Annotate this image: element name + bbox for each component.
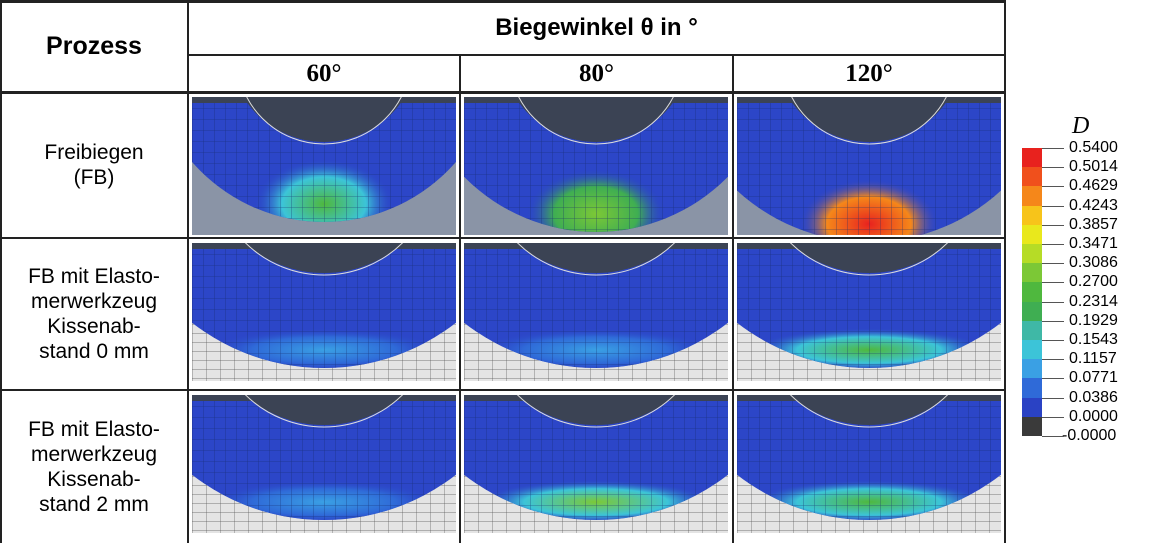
simulation-image bbox=[464, 243, 728, 381]
legend-label: 0.3857 bbox=[1069, 217, 1118, 233]
simulation-image bbox=[192, 243, 456, 381]
simulation-image bbox=[192, 97, 456, 235]
legend-label: 0.3086 bbox=[1069, 255, 1118, 271]
legend-swatch bbox=[1022, 417, 1042, 436]
legend-swatch bbox=[1022, 302, 1042, 321]
legend-tick bbox=[1042, 282, 1064, 283]
legend-tick bbox=[1042, 302, 1064, 303]
legend-label: 0.4629 bbox=[1069, 178, 1118, 194]
rule bbox=[1004, 0, 1006, 543]
legend-label: 0.1929 bbox=[1069, 313, 1118, 329]
row-label: FB mit Elasto- merwerkzeug Kissenab- sta… bbox=[0, 390, 188, 543]
legend-swatch bbox=[1022, 206, 1042, 225]
legend-tick bbox=[1042, 340, 1064, 341]
legend-swatch bbox=[1022, 244, 1042, 263]
legend-label: 0.3471 bbox=[1069, 236, 1118, 252]
rule bbox=[188, 54, 1005, 56]
legend-tick bbox=[1042, 417, 1064, 418]
rule bbox=[0, 0, 1005, 3]
legend-tick bbox=[1042, 186, 1064, 187]
simulation-image bbox=[192, 395, 456, 533]
legend-swatch bbox=[1022, 263, 1042, 282]
rule bbox=[0, 0, 2, 543]
legend-swatch bbox=[1022, 167, 1042, 186]
legend-tick bbox=[1042, 206, 1064, 207]
column-header: 80° bbox=[460, 55, 733, 92]
legend-tick bbox=[1042, 436, 1064, 437]
legend-tick bbox=[1042, 148, 1064, 149]
legend-swatch bbox=[1022, 148, 1042, 167]
simulation-image bbox=[737, 97, 1001, 235]
legend-tick bbox=[1042, 378, 1064, 379]
simulation-image bbox=[737, 395, 1001, 533]
legend-label: 0.1157 bbox=[1069, 351, 1117, 367]
column-header: 60° bbox=[188, 55, 460, 92]
legend-tick bbox=[1042, 321, 1064, 322]
legend-tick bbox=[1042, 359, 1064, 360]
legend-label: 0.5014 bbox=[1069, 159, 1118, 175]
rule bbox=[459, 55, 461, 543]
rule bbox=[0, 237, 1005, 239]
legend-label: 0.0386 bbox=[1069, 390, 1118, 406]
legend-swatch bbox=[1022, 359, 1042, 378]
simulation-image bbox=[737, 243, 1001, 381]
legend-tick bbox=[1042, 225, 1064, 226]
legend-swatch bbox=[1022, 398, 1042, 417]
page: Prozess Biegewinkel θ in ° 60° 80° 120° … bbox=[0, 0, 1176, 543]
legend-label: -0.0000 bbox=[1062, 428, 1116, 444]
legend-label: 0.1543 bbox=[1069, 332, 1118, 348]
legend-swatch bbox=[1022, 340, 1042, 359]
legend-swatch bbox=[1022, 282, 1042, 301]
column-header: 120° bbox=[733, 55, 1005, 92]
legend-label: 0.2314 bbox=[1069, 294, 1118, 310]
simulation-image bbox=[464, 395, 728, 533]
legend-tick bbox=[1042, 263, 1064, 264]
legend-swatch bbox=[1022, 225, 1042, 244]
group-header: Biegewinkel θ in ° bbox=[188, 0, 1005, 55]
legend-label: 0.0771 bbox=[1069, 370, 1118, 386]
simulation-image bbox=[464, 97, 728, 235]
legend-label: 0.2700 bbox=[1069, 274, 1118, 290]
legend-tick bbox=[1042, 244, 1064, 245]
rule bbox=[0, 91, 1005, 94]
legend-label: 0.4243 bbox=[1069, 198, 1118, 214]
legend-label: 0.0000 bbox=[1069, 409, 1118, 425]
rule bbox=[187, 0, 189, 543]
legend-title: D bbox=[1072, 118, 1089, 134]
legend-tick bbox=[1042, 167, 1064, 168]
row-label: FB mit Elasto- merwerkzeug Kissenab- sta… bbox=[0, 238, 188, 390]
legend-swatch bbox=[1022, 321, 1042, 340]
rule bbox=[732, 55, 734, 543]
row-label: Freibiegen (FB) bbox=[0, 92, 188, 238]
corner-header: Prozess bbox=[0, 0, 188, 92]
legend-swatch bbox=[1022, 378, 1042, 397]
rule bbox=[0, 389, 1005, 391]
legend-label: 0.5400 bbox=[1069, 140, 1118, 156]
legend-swatch bbox=[1022, 186, 1042, 205]
legend-tick bbox=[1042, 398, 1064, 399]
